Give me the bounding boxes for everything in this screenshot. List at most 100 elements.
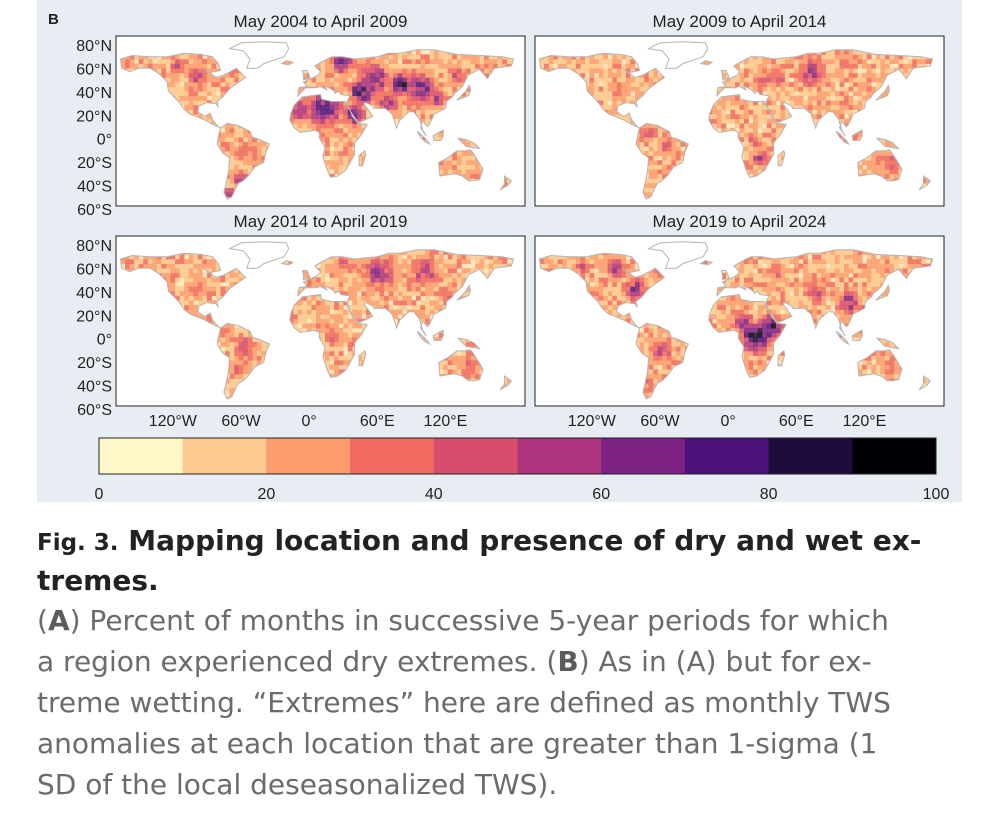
coast-greenland (228, 241, 290, 269)
coastlines (538, 241, 934, 400)
coast-britain (720, 270, 730, 281)
figure-number: Fig. 3. (37, 530, 119, 556)
map-panel-1: May 2004 to April 2009 80°N 60°N 40°N 20°N 0°… (76, 12, 526, 219)
coast-australia (438, 349, 484, 382)
colorbar-bin (99, 438, 184, 474)
coast-newZealand (918, 375, 932, 391)
coast-britain (301, 70, 311, 81)
caption-title-text-cont: tremes. (37, 564, 159, 597)
figure-panel-b: B May 2004 to April 2009 80°N 60°N 40°N 20°N… (37, 0, 962, 502)
coast-newZealand (918, 175, 932, 191)
map-panel-4: May 2019 to April 2024 120°W 60°W 0° 60°E 120… (534, 212, 945, 430)
coast-northAmerica (538, 252, 666, 329)
coast-japan (456, 84, 472, 101)
coast-newZealand (499, 175, 513, 191)
map-panel-2: May 2009 to April 2014 (534, 12, 945, 207)
coast-northAmerica (538, 52, 666, 129)
map-border (534, 235, 945, 407)
coast-australia (857, 149, 903, 182)
map-panel-title: May 2009 to April 2014 (653, 12, 827, 31)
coast-australia (857, 349, 903, 382)
coast-africa (289, 94, 368, 178)
colorbar-bin (266, 438, 351, 474)
map-border (534, 35, 945, 207)
caption-body-3: ) As in (A) but for ex- (578, 645, 872, 678)
lat-tick-label: 20°S (77, 155, 112, 172)
map-panel-title: May 2014 to April 2019 (234, 212, 408, 231)
coastlines (119, 41, 515, 200)
coast-greenland (228, 41, 290, 69)
colorbar-border (98, 437, 937, 475)
map-panel-title: May 2004 to April 2009 (234, 12, 408, 31)
lon-tick-label: 120°E (424, 413, 468, 430)
coast-australia (438, 149, 484, 182)
lat-tick-label: 60°N (76, 261, 112, 278)
colorbar-bin (684, 438, 770, 474)
colorbar-bin (350, 438, 435, 474)
coast-madagascar (358, 150, 367, 167)
coast-britain (301, 270, 311, 281)
colorbar: 0 20 40 60 80 100 (95, 437, 950, 502)
colorbar-bin (601, 438, 686, 474)
caption-title: Fig. 3. Mapping location and presence of… (37, 522, 967, 600)
coast-madagascar (358, 350, 367, 367)
coast-northAmerica (119, 52, 247, 129)
caption-body-2: a region experienced dry extremes. ( (37, 645, 558, 678)
lat-tick-label: 80°N (76, 38, 112, 55)
map-panel-3: May 2014 to April 2019 80°N 60°N 40°N 20°N 0°… (76, 212, 526, 430)
colorbar-tick-label: 80 (760, 486, 778, 502)
coast-africa (708, 94, 787, 178)
colorbar-tick-label: 60 (592, 486, 610, 502)
coast-sumatra (416, 130, 432, 146)
caption-body-6: SD of the local deseasonalized TWS). (37, 768, 558, 801)
coast-newGuinea (875, 337, 901, 350)
coastlines (538, 41, 934, 200)
colorbar-bin (768, 438, 853, 474)
coast-eurasia (716, 249, 934, 337)
coast-japan (456, 284, 472, 301)
coast-borneo (851, 129, 863, 141)
map-panel-title: May 2019 to April 2024 (653, 212, 827, 231)
coast-iceland (699, 260, 714, 266)
coast-borneo (432, 129, 444, 141)
lat-tick-label: 80°N (76, 238, 112, 255)
lat-tick-label: 0° (97, 132, 112, 149)
coast-eurasia (297, 249, 515, 337)
coast-greenland (647, 41, 709, 69)
coast-japan (875, 84, 891, 101)
lon-tick-label: 60°W (640, 413, 680, 430)
caption-label-a: A (47, 604, 70, 637)
caption-body: (A) Percent of months in successive 5-ye… (37, 604, 891, 801)
coast-borneo (851, 329, 863, 341)
coast-japan (875, 284, 891, 301)
coast-sumatra (835, 130, 851, 146)
coast-africa (289, 294, 368, 378)
caption-body-1: ) Percent of months in successive 5-year… (69, 604, 889, 637)
coast-southAmerica (216, 122, 271, 200)
colorbar-tick-label: 0 (95, 486, 104, 502)
coast-iceland (699, 60, 714, 66)
coast-newGuinea (456, 337, 482, 350)
lon-tick-label: 60°W (221, 413, 261, 430)
lat-tick-label: 40°S (77, 179, 112, 196)
coast-iceland (280, 260, 295, 266)
coast-eurasia (297, 49, 515, 137)
map-border (115, 35, 526, 207)
coast-newGuinea (456, 137, 482, 150)
map-border (115, 235, 526, 407)
colorbar-tick-label: 20 (258, 486, 276, 502)
coast-northAmerica (119, 252, 247, 329)
lat-tick-label: 40°S (77, 379, 112, 396)
caption-label-b: B (557, 645, 579, 678)
lat-tick-label: 60°S (77, 202, 112, 219)
coast-madagascar (777, 150, 786, 167)
figure-svg: B May 2004 to April 2009 80°N 60°N 40°N 20°N… (48, 11, 950, 502)
coast-southAmerica (635, 322, 690, 400)
lon-tick-label: 0° (301, 413, 316, 430)
coast-newGuinea (875, 137, 901, 150)
coast-greenland (647, 241, 709, 269)
colorbar-tick-label: 100 (923, 486, 950, 502)
lat-tick-label: 20°N (76, 308, 112, 325)
caption-title-text: Mapping location and presence of dry and… (128, 524, 922, 557)
lon-tick-label: 60°E (779, 413, 814, 430)
